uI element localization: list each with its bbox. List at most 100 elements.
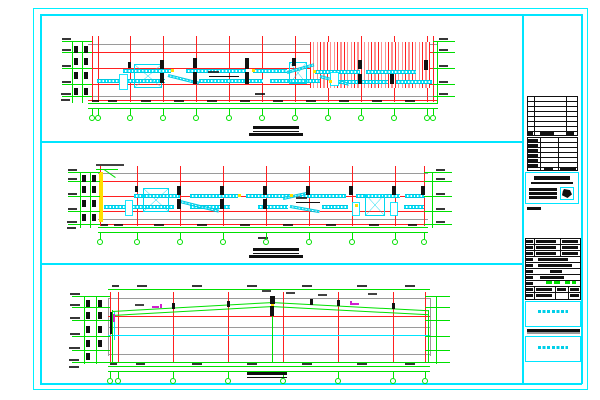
project-field-value <box>536 239 556 243</box>
dimension-text <box>154 223 164 226</box>
caption-underline <box>247 376 287 378</box>
project-field-value <box>536 293 552 297</box>
grid-extension <box>393 371 394 378</box>
project-field-label <box>526 293 533 297</box>
level-line <box>433 41 455 42</box>
grid-line-column <box>228 292 229 362</box>
node-highlight <box>355 204 358 207</box>
frame-column <box>112 310 114 362</box>
equipment-box-fill <box>391 203 397 215</box>
grid-bubble <box>292 115 298 121</box>
dimension-line <box>98 227 428 228</box>
company-logo-box <box>560 187 574 200</box>
footer-box-2-text <box>538 346 568 349</box>
sheet-border <box>33 8 588 390</box>
revision-row-divider <box>527 126 578 127</box>
grid-extension <box>196 108 197 115</box>
level-symbol <box>98 340 102 347</box>
frame-column <box>272 300 274 362</box>
grid-bubble <box>160 115 166 121</box>
project-field-value <box>550 269 562 273</box>
grid-bubble <box>358 115 364 121</box>
annotation-arrow <box>350 301 352 305</box>
grid-bubble <box>107 378 113 384</box>
grid-line-column <box>425 292 426 362</box>
revision-row-divider <box>527 121 578 122</box>
revision-row-divider <box>527 111 578 112</box>
project-field-value <box>538 263 572 267</box>
approval-cell-text <box>544 167 553 171</box>
end-wall-strip <box>99 172 103 222</box>
connection-marker <box>337 300 340 306</box>
level-text <box>436 178 445 180</box>
node-highlight <box>271 304 274 307</box>
wall-outline <box>430 298 431 356</box>
grid-extension <box>137 232 138 239</box>
level-symbol <box>98 312 102 319</box>
revision-row-divider <box>527 116 578 117</box>
connection-marker <box>306 186 310 195</box>
level-symbol <box>86 326 90 333</box>
grid-bubble <box>422 378 428 384</box>
view-caption <box>236 126 316 137</box>
ridge-node <box>270 306 274 316</box>
drawing-frame-left <box>40 14 42 384</box>
grid-extension <box>433 108 434 115</box>
level-line <box>425 320 450 321</box>
level-symbol <box>84 46 88 53</box>
level-text <box>70 333 80 335</box>
level-text <box>439 38 448 40</box>
dimension-text <box>258 237 268 239</box>
project-field-value <box>536 245 556 249</box>
connection-marker <box>358 74 362 84</box>
level-text <box>70 317 80 319</box>
level-symbol <box>82 186 86 193</box>
project-field-value <box>536 287 552 291</box>
tie-beam-band <box>258 205 288 209</box>
member-tag <box>318 294 327 296</box>
connection-marker <box>263 186 267 195</box>
caption-subtitle-line <box>249 132 303 136</box>
project-field-label <box>526 257 533 261</box>
level-line <box>425 307 450 308</box>
level-line <box>72 296 110 297</box>
structural-line <box>98 211 428 212</box>
grid-extension <box>427 108 428 115</box>
eave-outline <box>88 96 438 97</box>
grid-bubble <box>306 239 312 245</box>
dimension-text <box>405 285 415 287</box>
revision-row-divider <box>527 101 578 102</box>
project-col-divider <box>555 286 556 300</box>
grid-extension <box>338 371 339 378</box>
grid-line-column <box>393 292 394 362</box>
level-line <box>72 307 110 308</box>
approval-cell-text <box>560 167 576 171</box>
dimension-text <box>357 362 367 365</box>
connection-marker <box>424 60 428 70</box>
revision-cell-text <box>567 132 574 135</box>
level-line <box>433 52 455 53</box>
approval-label <box>528 158 538 162</box>
roof-outline <box>108 298 430 299</box>
note-text <box>96 164 124 166</box>
level-line <box>62 96 92 97</box>
project-row-divider <box>525 274 581 275</box>
dimension-line <box>98 232 428 233</box>
column-flange <box>110 312 112 334</box>
drawing-frame-bottom <box>40 383 582 385</box>
level-symbol <box>86 300 90 307</box>
tie-beam-band <box>404 205 424 209</box>
project-table[interactable] <box>525 238 581 300</box>
level-line <box>72 350 110 351</box>
level-text <box>62 65 71 67</box>
member-tag-c1 <box>208 71 219 73</box>
level-line <box>425 336 450 337</box>
caption-title-line <box>247 372 287 375</box>
note-leader <box>96 169 118 170</box>
approval-table[interactable] <box>527 137 578 171</box>
approval-label <box>528 143 538 147</box>
level-line <box>62 68 92 69</box>
drawing-frame-top <box>40 14 582 16</box>
purlin-band <box>246 194 290 198</box>
